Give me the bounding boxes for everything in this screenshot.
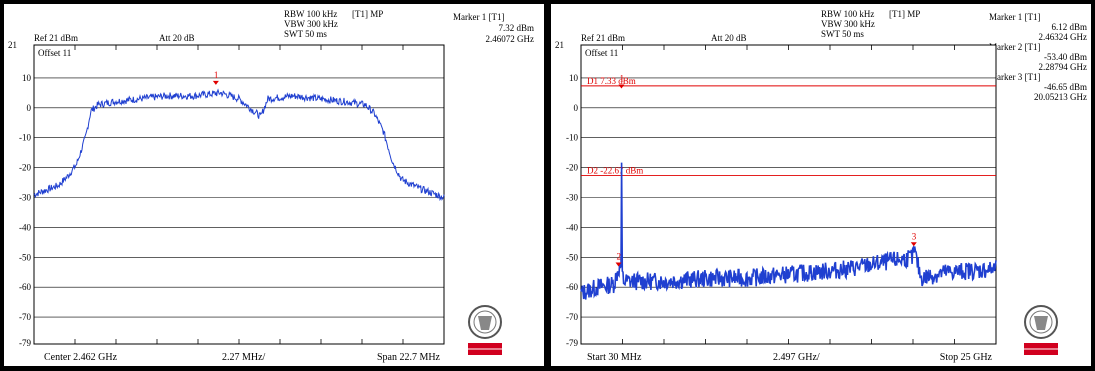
marker-info-line: -53.40 dBm	[1044, 52, 1087, 62]
rbw-label: RBW 100 kHz	[821, 9, 874, 19]
marker-label: 1	[214, 70, 219, 80]
spectrum-panel-left: RBW 100 kHz VBW 300 kHz SWT 50 ms [T1] M…	[4, 4, 544, 366]
ref-level-label: Ref 21 dBm	[34, 33, 78, 43]
spectrum-panel-right: RBW 100 kHz VBW 300 kHz SWT 50 ms [T1] M…	[551, 4, 1091, 366]
y-tick-label: -30	[566, 192, 578, 202]
marker-info-line: -46.65 dBm	[1044, 82, 1087, 92]
marker-point	[615, 262, 622, 267]
offset-label: Offset 11	[38, 48, 71, 58]
display-lines: D1 7.33 dBm D2 -22.67 dBm	[581, 76, 996, 177]
footer-stop-label: Stop 25 GHz	[940, 352, 993, 363]
y-tick-label: -40	[566, 222, 578, 232]
y-tick-label: -20	[566, 163, 578, 173]
plot-frame	[33, 44, 445, 345]
marker-label: 2	[617, 251, 622, 261]
marker-point	[910, 242, 917, 247]
marker-info-block: Marker 1 [T1] 6.12 dBm 2.46324 GHz Marke…	[989, 12, 1087, 102]
marker-info-line: 20.05213 GHz	[1034, 92, 1087, 102]
attenuation-label: Att 20 dB	[159, 33, 195, 43]
marker-info-line: Marker 1 [T1]	[989, 12, 1040, 22]
ref-level-tick: 21	[555, 40, 564, 50]
rbw-label: RBW 100 kHz	[284, 9, 337, 19]
x-axis-ticks	[622, 45, 955, 344]
footer-span-label: Span 22.7 MHz	[377, 352, 441, 363]
ref-level-tick: 21	[8, 40, 17, 50]
marker-info-block: Marker 1 [T1] 7.32 dBm 2.46072 GHz	[453, 12, 534, 44]
display-line-label: D1 7.33 dBm	[587, 76, 636, 86]
y-tick-label: 10	[569, 73, 579, 83]
offset-label: Offset 11	[585, 48, 618, 58]
footer-center-label: Center 2.462 GHz	[44, 352, 118, 363]
y-tick-label: -10	[19, 133, 31, 143]
ref-level-label: Ref 21 dBm	[581, 33, 625, 43]
y-tick-label: -10	[566, 133, 578, 143]
y-tick-label: -70	[19, 312, 31, 322]
vbw-label: VBW 300 kHz	[821, 19, 875, 29]
marker-info-line: 2.28794 GHz	[1039, 62, 1088, 72]
y-tick-label: -30	[19, 192, 31, 202]
swt-label: SWT 50 ms	[821, 29, 864, 39]
marker-info-line: 2.46072 GHz	[486, 34, 535, 44]
y-axis-ticks: 10 0 -10 -20 -30 -40 -50 -60 -70 -79	[19, 73, 32, 348]
y-tick-label: -70	[566, 312, 578, 322]
marker-label: 3	[912, 231, 917, 241]
trace-label: [T1] MP	[352, 9, 383, 19]
y-tick-label: -50	[566, 252, 578, 262]
marker-info-line: 7.32 dBm	[498, 23, 534, 33]
spectrum-trace	[580, 162, 997, 300]
y-tick-label: 10	[22, 73, 32, 83]
y-tick-label: -20	[19, 163, 31, 173]
footer-scale-label: 2.497 GHz/	[773, 352, 820, 363]
y-tick-label: -60	[19, 282, 31, 292]
spectrum-chart-left: RBW 100 kHz VBW 300 kHz SWT 50 ms [T1] M…	[8, 9, 534, 363]
marker-label: 1	[619, 73, 624, 83]
y-tick-label: 0	[27, 103, 32, 113]
y-tick-label: 0	[574, 103, 579, 113]
y-tick-label: -79	[19, 338, 31, 348]
spectrum-chart-right: RBW 100 kHz VBW 300 kHz SWT 50 ms [T1] M…	[555, 9, 1087, 363]
spectrum-trace	[33, 88, 445, 202]
display-line-label: D2 -22.67 dBm	[587, 166, 643, 176]
marker-point	[618, 84, 625, 89]
attenuation-label: Att 20 dB	[711, 33, 747, 43]
bureau-veritas-logo	[468, 305, 502, 355]
marker-info-line: Marker 2 [T1]	[989, 42, 1040, 52]
x-axis-ticks	[74, 45, 404, 344]
plot-grid	[34, 77, 444, 318]
marker-info-line: Marker 1 [T1]	[453, 12, 504, 22]
swt-label: SWT 50 ms	[284, 29, 327, 39]
y-tick-label: -50	[19, 252, 31, 262]
marker-point	[212, 80, 219, 85]
y-axis-ticks: 10 0 -10 -20 -30 -40 -50 -60 -70 -79	[566, 73, 579, 348]
marker-info-line: 2.46324 GHz	[1039, 32, 1088, 42]
vbw-label: VBW 300 kHz	[284, 19, 338, 29]
trace-label: [T1] MP	[889, 9, 920, 19]
y-tick-label: -40	[19, 222, 31, 232]
marker-points: 1 2 3	[615, 73, 917, 267]
y-tick-label: -79	[566, 338, 578, 348]
footer-scale-label: 2.27 MHz/	[222, 352, 266, 363]
marker-points: 1	[212, 70, 219, 85]
footer-start-label: Start 30 MHz	[587, 352, 642, 363]
marker-info-line: 6.12 dBm	[1051, 22, 1087, 32]
y-tick-label: -60	[566, 282, 578, 292]
plot-frame	[580, 44, 997, 345]
bureau-veritas-logo	[1024, 305, 1058, 355]
marker-info-line: Marker 3 [T1]	[989, 72, 1040, 82]
